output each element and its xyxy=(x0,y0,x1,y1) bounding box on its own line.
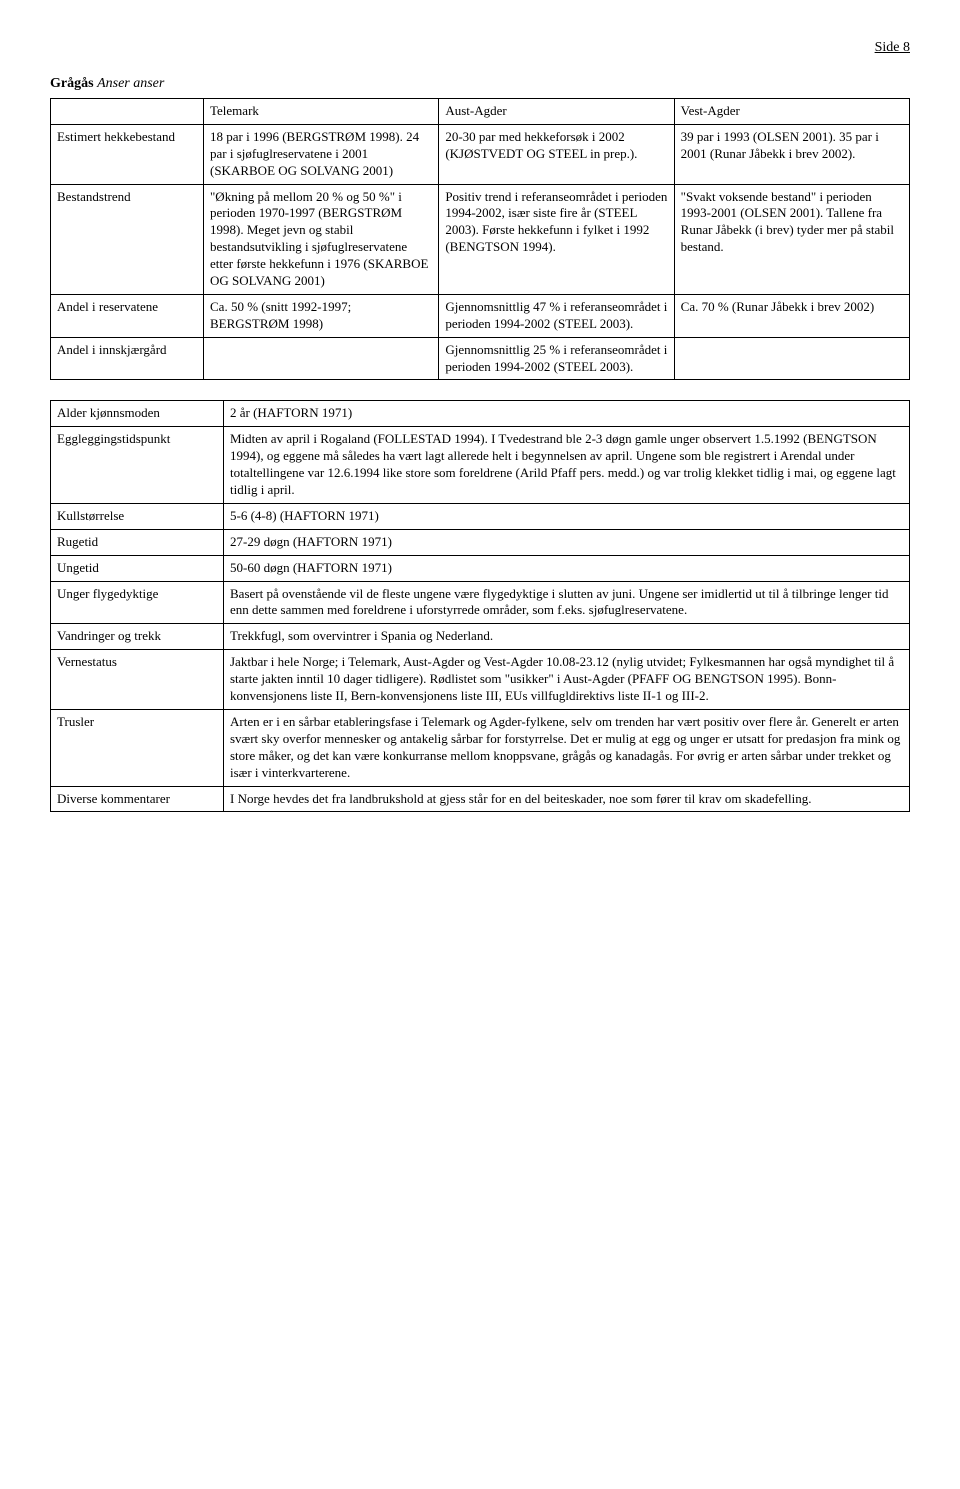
cell: Ca. 50 % (snitt 1992-1997; BERGSTRØM 199… xyxy=(204,294,439,337)
row-label: Andel i reservatene xyxy=(51,294,204,337)
cell: "Økning på mellom 20 % og 50 %" i period… xyxy=(204,184,439,294)
table-row: Andel i innskjærgård Gjennomsnittlig 25 … xyxy=(51,337,910,380)
cell: Trekkfugl, som overvintrer i Spania og N… xyxy=(224,624,910,650)
cell: Arten er i en sårbar etableringsfase i T… xyxy=(224,709,910,786)
species-latin-name: Anser anser xyxy=(97,76,164,91)
table-row: Rugetid 27-29 døgn (HAFTORN 1971) xyxy=(51,529,910,555)
row-label: Alder kjønnsmoden xyxy=(51,401,224,427)
row-label: Bestandstrend xyxy=(51,184,204,294)
row-label: Estimert hekkebestand xyxy=(51,124,204,184)
cell: Ca. 70 % (Runar Jåbekk i brev 2002) xyxy=(674,294,909,337)
table-row: Vernestatus Jaktbar i hele Norge; i Tele… xyxy=(51,650,910,710)
header-austagder: Aust-Agder xyxy=(439,99,674,125)
table-row: Unger flygedyktige Basert på ovenstående… xyxy=(51,581,910,624)
header-telemark: Telemark xyxy=(204,99,439,125)
cell xyxy=(674,337,909,380)
habitat-table: Telemark Aust-Agder Vest-Agder Estimert … xyxy=(50,98,910,380)
cell: Jaktbar i hele Norge; i Telemark, Aust-A… xyxy=(224,650,910,710)
species-common-name: Grågås xyxy=(50,76,94,91)
header-blank xyxy=(51,99,204,125)
table-row: Vandringer og trekk Trekkfugl, som overv… xyxy=(51,624,910,650)
cell: Gjennomsnittlig 47 % i referanseområdet … xyxy=(439,294,674,337)
cell: "Svakt voksende bestand" i perioden 1993… xyxy=(674,184,909,294)
row-label: Andel i innskjærgård xyxy=(51,337,204,380)
species-title: Grågås Anser anser xyxy=(50,76,910,92)
page-number: Side 8 xyxy=(50,40,910,56)
cell: Positiv trend i referanseområdet i perio… xyxy=(439,184,674,294)
row-label: Rugetid xyxy=(51,529,224,555)
table-row: Alder kjønnsmoden 2 år (HAFTORN 1971) xyxy=(51,401,910,427)
attributes-table: Alder kjønnsmoden 2 år (HAFTORN 1971) Eg… xyxy=(50,400,910,812)
cell: Basert på ovenstående vil de fleste unge… xyxy=(224,581,910,624)
table-row: Bestandstrend "Økning på mellom 20 % og … xyxy=(51,184,910,294)
table-row: Ungetid 50-60 døgn (HAFTORN 1971) xyxy=(51,555,910,581)
row-label: Diverse kommentarer xyxy=(51,786,224,812)
table-row: Eggleggingstidspunkt Midten av april i R… xyxy=(51,427,910,504)
row-label: Eggleggingstidspunkt xyxy=(51,427,224,504)
cell: 2 år (HAFTORN 1971) xyxy=(224,401,910,427)
cell: Midten av april i Rogaland (FOLLESTAD 19… xyxy=(224,427,910,504)
row-label: Trusler xyxy=(51,709,224,786)
cell: 18 par i 1996 (BERGSTRØM 1998). 24 par i… xyxy=(204,124,439,184)
cell: 5-6 (4-8) (HAFTORN 1971) xyxy=(224,503,910,529)
cell: Gjennomsnittlig 25 % i referanseområdet … xyxy=(439,337,674,380)
cell xyxy=(204,337,439,380)
cell: 39 par i 1993 (OLSEN 2001). 35 par i 200… xyxy=(674,124,909,184)
row-label: Kullstørrelse xyxy=(51,503,224,529)
table-header-row: Telemark Aust-Agder Vest-Agder xyxy=(51,99,910,125)
cell: 20-30 par med hekkeforsøk i 2002 (KJØSTV… xyxy=(439,124,674,184)
row-label: Vandringer og trekk xyxy=(51,624,224,650)
row-label: Ungetid xyxy=(51,555,224,581)
table-row: Kullstørrelse 5-6 (4-8) (HAFTORN 1971) xyxy=(51,503,910,529)
cell: I Norge hevdes det fra landbrukshold at … xyxy=(224,786,910,812)
table-row: Diverse kommentarer I Norge hevdes det f… xyxy=(51,786,910,812)
table-row: Trusler Arten er i en sårbar etablerings… xyxy=(51,709,910,786)
table-row: Estimert hekkebestand 18 par i 1996 (BER… xyxy=(51,124,910,184)
row-label: Vernestatus xyxy=(51,650,224,710)
table-row: Andel i reservatene Ca. 50 % (snitt 1992… xyxy=(51,294,910,337)
row-label: Unger flygedyktige xyxy=(51,581,224,624)
header-vestagder: Vest-Agder xyxy=(674,99,909,125)
cell: 50-60 døgn (HAFTORN 1971) xyxy=(224,555,910,581)
cell: 27-29 døgn (HAFTORN 1971) xyxy=(224,529,910,555)
